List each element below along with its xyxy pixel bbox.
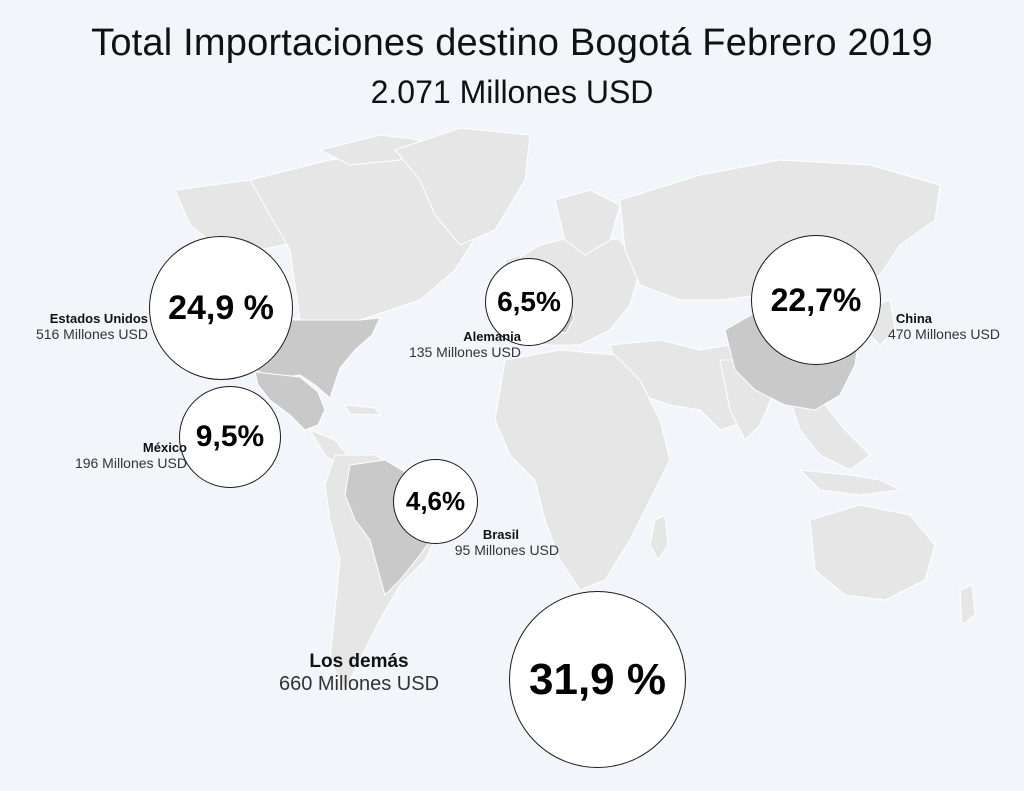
land-indonesia [798, 469, 902, 496]
land-caribbean [344, 404, 381, 416]
value-china: 470 Millones USD [887, 326, 1000, 342]
label-mexico: México 196 Millones USD [75, 440, 187, 471]
value-alemania: 135 Millones USD [408, 344, 521, 360]
country-mexico [254, 371, 326, 431]
land-madagascar [649, 514, 669, 561]
land-greenland [394, 127, 531, 246]
percent-mexico: 9,5% [195, 420, 265, 453]
name-china: China [895, 311, 932, 326]
label-los-demas: Los demás 660 Millones USD [250, 651, 468, 696]
bubble-china: 22,7% [751, 235, 881, 365]
value-mexico: 196 Millones USD [74, 455, 187, 471]
label-alemania: Alemania 135 Millones USD [409, 329, 521, 360]
name-alemania: Alemania [463, 329, 521, 344]
percent-estados-unidos: 24,9 % [168, 288, 274, 327]
name-brasil: Brasil [482, 527, 519, 542]
land-se-asia [789, 399, 871, 471]
label-brasil: Brasil 95 Millones USD [455, 527, 559, 558]
page-subtitle: 2.071 Millones USD [370, 74, 654, 110]
land-scandinavia [554, 189, 621, 256]
percent-brasil: 4,6% [405, 486, 466, 516]
land-africa [494, 349, 671, 591]
label-estados-unidos: Estados Unidos 516 Millones USD [36, 311, 148, 342]
value-brasil: 95 Millones USD [454, 542, 559, 558]
name-mexico: México [142, 440, 187, 455]
percent-los-demas: 31,9 % [529, 654, 666, 704]
page-title: Total Importaciones destino Bogotá Febre… [91, 22, 933, 64]
bubble-alemania: 6,5% [485, 258, 573, 346]
bubble-estados-unidos: 24,9 % [149, 236, 293, 380]
bubble-los-demas: 31,9 % [509, 591, 686, 768]
label-china: China 470 Millones USD [888, 311, 1000, 342]
name-estados-unidos: Estados Unidos [49, 311, 148, 326]
name-los-demas: Los demás [309, 651, 409, 672]
bubble-brasil: 4,6% [393, 459, 478, 544]
bubble-mexico: 9,5% [179, 386, 281, 488]
land-new-zealand [959, 584, 976, 626]
value-los-demas: 660 Millones USD [278, 673, 440, 695]
value-estados-unidos: 516 Millones USD [35, 326, 148, 342]
percent-china: 22,7% [770, 281, 862, 318]
percent-alemania: 6,5% [497, 286, 561, 317]
land-australia [809, 504, 936, 601]
